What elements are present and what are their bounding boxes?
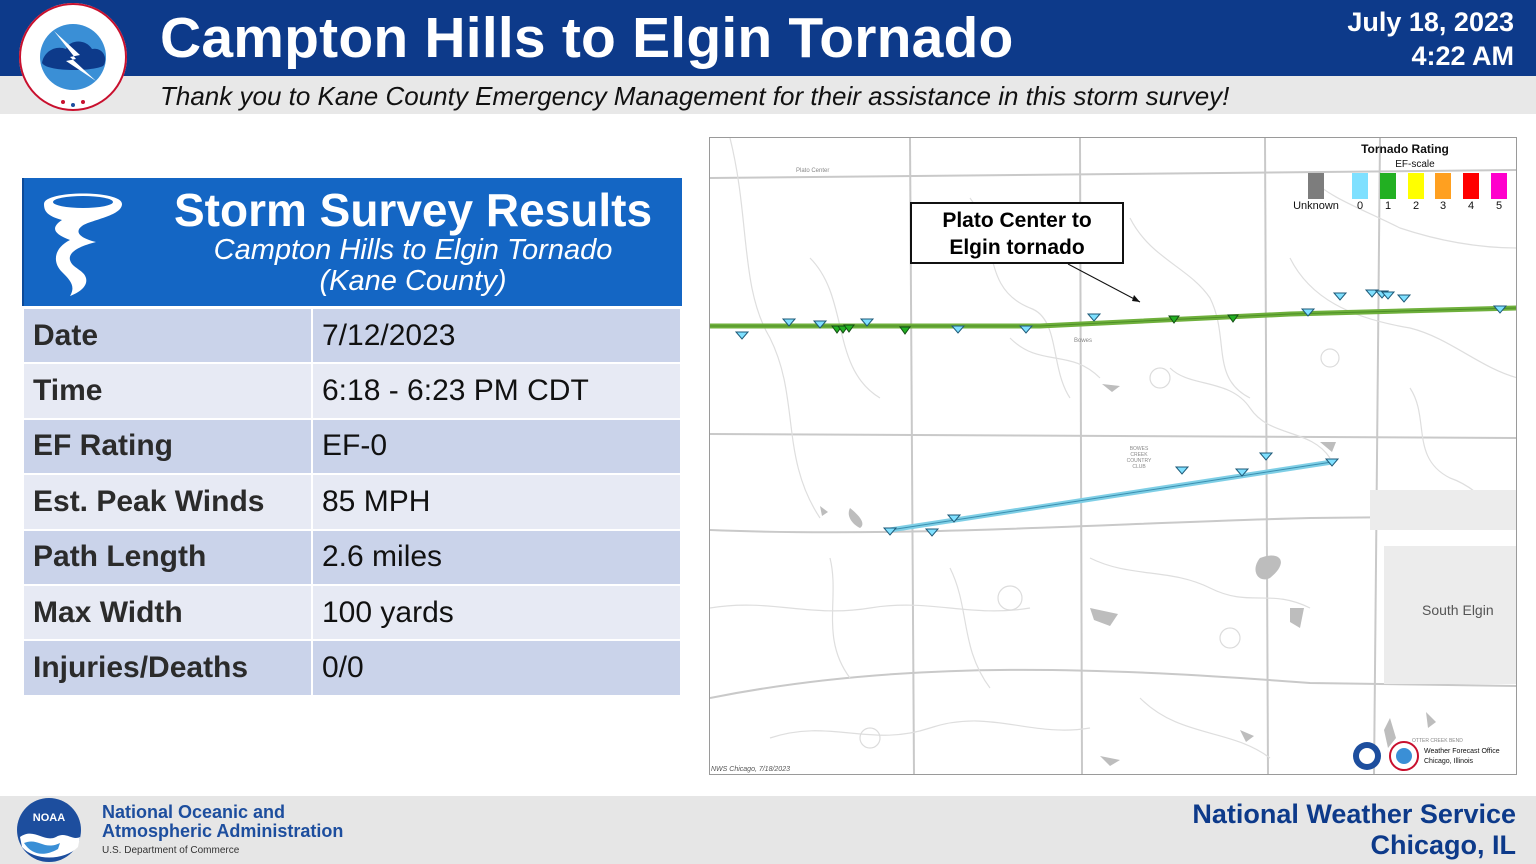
table-row: Max Width 100 yards	[22, 583, 682, 642]
issue-date: July 18, 2023	[1347, 7, 1514, 37]
table-row: Date 7/12/2023	[22, 306, 682, 365]
legend-subtitle: EF-scale	[1395, 159, 1435, 170]
row-value: 0/0	[311, 639, 682, 697]
table-row: Est. Peak Winds 85 MPH	[22, 473, 682, 531]
page-title: Campton Hills to Elgin Tornado	[160, 6, 1014, 70]
nws-name: National Weather Service	[1192, 799, 1516, 829]
results-county: (Kane County)	[319, 265, 507, 297]
map-label-plato-center: Plato Center	[796, 168, 830, 174]
tornado-icon	[44, 193, 122, 296]
wfo-label: Weather Forecast Office	[1424, 748, 1500, 755]
noaa-name-line2: Atmospheric Administration	[102, 821, 344, 841]
row-value: 100 yards	[311, 583, 682, 642]
row-label: EF Rating	[22, 417, 313, 476]
row-value: 7/12/2023	[311, 306, 682, 365]
nws-logo-icon	[19, 3, 127, 111]
legend-label-ef0: 0	[1356, 200, 1364, 212]
header-bar	[0, 0, 1536, 76]
row-value: 85 MPH	[311, 473, 682, 531]
track-callout: Plato Center to Elgin tornado	[910, 202, 1124, 264]
legend-label-ef4: 4	[1467, 200, 1475, 212]
results-table: Date 7/12/2023 Time 6:18 - 6:23 PM CDT EF …	[22, 306, 682, 697]
legend-label-ef5: 5	[1495, 200, 1503, 212]
row-label: Path Length	[22, 528, 313, 586]
row-label: Time	[22, 362, 313, 420]
table-row: Time 6:18 - 6:23 PM CDT	[22, 362, 682, 420]
row-label: Max Width	[22, 583, 313, 642]
legend-title: Tornado Rating	[1361, 142, 1449, 156]
tornado-track-map[interactable]: Plato Center Bowes BOWES CREEK COUNTRY C…	[709, 137, 1517, 775]
row-value: 2.6 miles	[311, 528, 682, 586]
callout-line2: Elgin tornado	[949, 236, 1085, 259]
callout-line1: Plato Center to	[942, 209, 1092, 232]
nws-office-city: Chicago, IL	[1370, 830, 1516, 860]
svg-text:NOAA: NOAA	[33, 812, 65, 824]
subheader-bar	[0, 76, 1536, 114]
table-row: Injuries/Deaths 0/0	[22, 639, 682, 697]
noaa-logo-icon: NOAA	[17, 798, 81, 862]
legend-label-unknown: Unknown	[1293, 200, 1339, 212]
map-stamp: NWS Chicago, 7/18/2023	[711, 766, 790, 773]
row-value: 6:18 - 6:23 PM CDT	[311, 362, 682, 420]
results-title: Storm Survey Results	[173, 184, 653, 236]
thanks-note: Thank you to Kane County Emergency Manag…	[160, 81, 1230, 111]
row-label: Date	[22, 306, 313, 365]
results-header: Storm Survey Results Campton Hills to El…	[22, 178, 682, 306]
row-value: EF-0	[311, 417, 682, 476]
map-label-south-elgin: South Elgin	[1422, 602, 1494, 618]
wfo-city: Chicago, Illinois	[1424, 758, 1474, 765]
noaa-name-line1: National Oceanic and	[102, 802, 286, 822]
row-label: Injuries/Deaths	[22, 639, 313, 697]
legend-swatches	[1308, 173, 1507, 199]
map-label-bowes: Bowes	[1074, 338, 1093, 344]
table-row: EF Rating EF-0	[22, 417, 682, 476]
legend-label-ef1: 1	[1384, 200, 1392, 212]
row-label: Est. Peak Winds	[22, 473, 313, 531]
results-subtitle: Campton Hills to Elgin Tornado	[213, 234, 613, 266]
footer-bar	[0, 796, 1536, 864]
legend-label-ef2: 2	[1412, 200, 1420, 212]
map-label-otter-creek: OTTER CREEK BEND	[1412, 738, 1463, 744]
issue-time: 4:22 AM	[1411, 41, 1514, 71]
noaa-department: U.S. Department of Commerce	[102, 845, 240, 856]
legend-label-ef3: 3	[1439, 200, 1447, 212]
map-label-country-club: BOWES CREEK COUNTRY CLUB	[1126, 446, 1152, 470]
table-row: Path Length 2.6 miles	[22, 528, 682, 586]
